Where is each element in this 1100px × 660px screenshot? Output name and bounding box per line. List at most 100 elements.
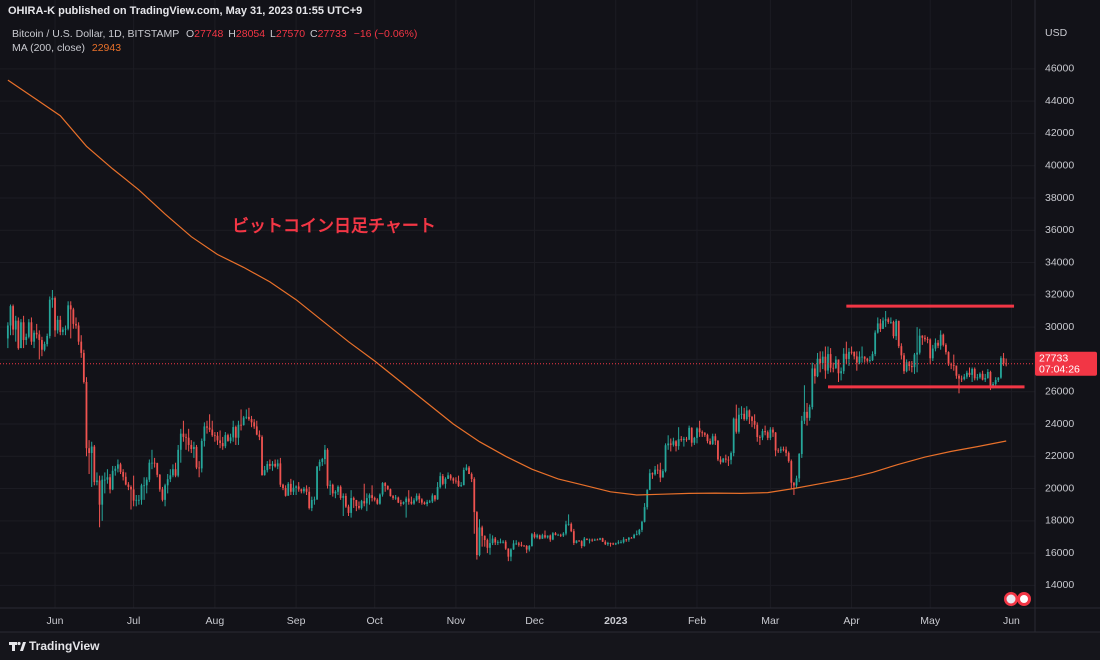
candle-body bbox=[185, 436, 187, 438]
candle-body bbox=[858, 356, 861, 363]
candle-body bbox=[743, 413, 746, 420]
candle-body bbox=[800, 420, 803, 455]
candle-body bbox=[942, 334, 945, 345]
y-tick-label: 44000 bbox=[1045, 95, 1074, 107]
ohlc-value: 27733 bbox=[318, 28, 347, 40]
countdown: 07:04:26 bbox=[1039, 364, 1080, 376]
candle-body bbox=[394, 497, 397, 499]
candle-body bbox=[384, 483, 387, 486]
candle-body bbox=[887, 319, 890, 322]
candle-body bbox=[300, 489, 303, 492]
candle-body bbox=[711, 436, 714, 444]
y-tick-label: 34000 bbox=[1045, 256, 1074, 268]
candle-body bbox=[496, 541, 499, 543]
candle-body bbox=[114, 468, 117, 471]
candle-body bbox=[85, 382, 88, 449]
candle-body bbox=[402, 502, 405, 504]
candle-body bbox=[523, 545, 525, 547]
candle-body bbox=[795, 478, 798, 486]
candle-body bbox=[253, 422, 256, 427]
candle-body bbox=[834, 359, 837, 368]
flag-icon bbox=[1020, 595, 1028, 603]
candle-body bbox=[413, 500, 415, 504]
candle-body bbox=[934, 342, 937, 349]
candle-body bbox=[153, 462, 156, 464]
candle-body bbox=[656, 469, 659, 471]
candle-body bbox=[140, 485, 143, 500]
candle-body bbox=[756, 424, 759, 438]
candle-body bbox=[468, 467, 470, 475]
candle-body bbox=[641, 521, 643, 530]
candle-body bbox=[989, 372, 992, 387]
candle-body bbox=[119, 464, 122, 472]
candle-body bbox=[158, 474, 161, 490]
candle-body bbox=[245, 416, 248, 418]
candle-body bbox=[499, 541, 502, 543]
candle-body bbox=[460, 485, 463, 487]
candle-body bbox=[819, 358, 822, 364]
x-tick-label: Mar bbox=[761, 615, 780, 627]
candle-body bbox=[751, 416, 753, 421]
plot bbox=[0, 79, 1035, 562]
candle-body bbox=[531, 534, 533, 547]
candle-body bbox=[72, 309, 75, 324]
candle-body bbox=[510, 549, 512, 557]
candle-body bbox=[423, 502, 426, 505]
candle-body bbox=[38, 334, 41, 341]
candle-body bbox=[54, 298, 56, 331]
candle-body bbox=[46, 336, 49, 345]
candle-body bbox=[43, 344, 46, 350]
candle-body bbox=[399, 502, 402, 504]
candle-body bbox=[931, 348, 934, 359]
candle-body bbox=[452, 478, 455, 481]
candle-body bbox=[447, 475, 449, 479]
candle-body bbox=[677, 439, 680, 447]
candle-body bbox=[588, 539, 591, 541]
candle-body bbox=[806, 411, 808, 418]
x-tick-label: Apr bbox=[843, 615, 860, 627]
candle-body bbox=[208, 427, 211, 430]
candle-body bbox=[80, 341, 83, 353]
candle-body bbox=[177, 449, 180, 476]
candle-body bbox=[211, 429, 214, 436]
candle-body bbox=[777, 450, 780, 452]
ma-value: 22943 bbox=[92, 42, 121, 54]
ohlc-letter: H bbox=[228, 28, 236, 40]
currency: USD bbox=[1045, 27, 1068, 39]
candle-body bbox=[258, 434, 261, 437]
candle-body bbox=[507, 548, 510, 557]
candle-body bbox=[905, 362, 908, 372]
candle-body bbox=[672, 441, 675, 445]
candle-body bbox=[405, 498, 408, 503]
candle-body bbox=[601, 538, 604, 542]
candle-body bbox=[276, 463, 279, 467]
candle-body bbox=[869, 360, 871, 362]
candle-body bbox=[544, 535, 546, 538]
candle-body bbox=[213, 435, 216, 437]
candle-body bbox=[580, 541, 583, 547]
candle-body bbox=[559, 534, 562, 536]
candle-body bbox=[232, 427, 235, 438]
candle-body bbox=[59, 319, 62, 332]
candle-body bbox=[753, 420, 756, 425]
candle-body bbox=[643, 507, 646, 522]
candle-body bbox=[945, 344, 947, 353]
candle-body bbox=[520, 544, 523, 546]
candle-body bbox=[35, 332, 38, 335]
candle-body bbox=[331, 484, 334, 494]
candle-body bbox=[997, 377, 1000, 381]
x-tick-label: Dec bbox=[525, 615, 544, 627]
candle-body bbox=[151, 462, 153, 464]
candle-body bbox=[627, 537, 630, 540]
y-tick-label: 36000 bbox=[1045, 224, 1074, 236]
candle-body bbox=[289, 483, 292, 492]
candle-body bbox=[190, 444, 193, 449]
candle-body bbox=[622, 539, 625, 543]
y-tick-label: 14000 bbox=[1045, 579, 1074, 591]
candle-body bbox=[360, 501, 363, 508]
candle-body bbox=[693, 437, 696, 443]
candle-body bbox=[410, 501, 413, 504]
x-tick-label: Jul bbox=[127, 615, 140, 627]
candle-body bbox=[475, 512, 478, 556]
